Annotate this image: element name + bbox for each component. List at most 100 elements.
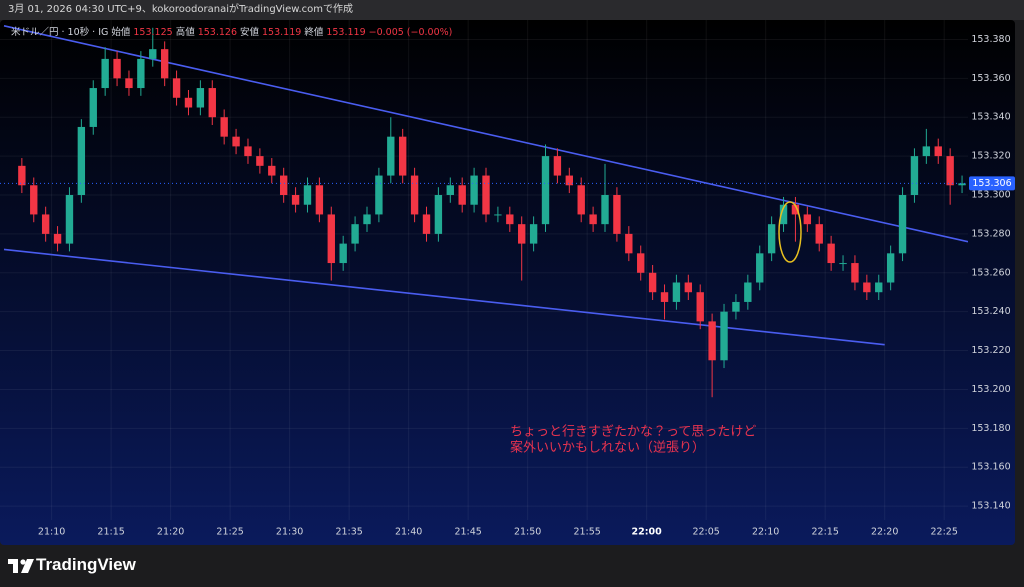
candle-body <box>613 195 621 234</box>
candle-body <box>910 156 919 195</box>
candle-body <box>672 282 681 302</box>
x-tick-label: 22:25 <box>931 527 958 538</box>
candle-body <box>720 311 728 361</box>
candle-body <box>65 195 74 244</box>
candle-body <box>446 185 454 195</box>
last-price-label: 153.306 <box>972 178 1011 189</box>
last-price-box <box>969 176 1015 191</box>
annotation: ちょっと行きすぎたかな？って思ったけど <box>510 425 756 440</box>
candle-body <box>77 126 86 195</box>
candle-body <box>434 195 443 234</box>
candle-body <box>327 214 335 264</box>
candle-body <box>315 185 324 215</box>
candle-body <box>708 321 716 361</box>
candle-body <box>137 58 145 89</box>
x-tick-label: 21:55 <box>573 527 600 538</box>
x-tick-label: 21:15 <box>97 527 124 538</box>
candle-body <box>363 214 371 225</box>
candle-body <box>410 175 419 215</box>
candle-body <box>922 146 931 157</box>
y-tick-label: 153.240 <box>971 306 1010 317</box>
candle-body <box>89 88 97 127</box>
legend-field-value: 153.125 <box>133 27 172 38</box>
candle-body <box>30 185 38 215</box>
y-tick-label: 153.260 <box>971 267 1010 278</box>
x-tick-label: 21:35 <box>335 527 362 538</box>
x-tick-label: 21:25 <box>216 527 243 538</box>
y-tick-label: 153.140 <box>971 501 1010 512</box>
x-tick-label: 22:20 <box>871 527 898 538</box>
candle-body <box>660 292 669 302</box>
legend: 米ドル／円 · 10秒 · IG 始値 153.125 高値 153.126 安値 153.… <box>11 26 452 38</box>
candle-body <box>851 263 859 283</box>
candle-body <box>18 165 26 186</box>
candle-body <box>268 165 276 176</box>
y-tick-label: 153.220 <box>971 345 1010 356</box>
candle-body <box>399 136 407 176</box>
candle-body <box>518 224 526 244</box>
x-tick-label: 22:05 <box>692 527 719 538</box>
legend-field-value: 153.119 <box>262 27 301 38</box>
y-tick-label: 153.280 <box>971 228 1010 239</box>
candle-body <box>732 301 740 312</box>
candle-body <box>625 233 633 254</box>
trend-line <box>3 248 885 346</box>
candle-body <box>648 272 657 293</box>
candle-body <box>791 204 800 215</box>
candle-body <box>946 156 954 186</box>
candle-body <box>291 195 300 205</box>
x-tick-label: 21:20 <box>157 527 184 538</box>
candle-body <box>351 224 359 244</box>
candle-body <box>256 156 264 166</box>
y-tick-label: 153.180 <box>971 423 1010 434</box>
candle-body <box>529 224 538 244</box>
candle-body <box>577 185 585 215</box>
candle-body <box>541 156 550 225</box>
candle-body <box>220 117 228 137</box>
candle-body <box>279 175 288 195</box>
candle-body <box>470 175 478 205</box>
candle-body <box>744 282 752 302</box>
candle-body <box>422 214 431 234</box>
x-tick-label: 22:10 <box>752 527 779 538</box>
candle-body <box>886 253 895 283</box>
candle-body <box>113 58 121 79</box>
legend-field-label: 終値 <box>304 26 324 38</box>
legend-field-label: 始値 <box>111 26 131 38</box>
candle-body <box>244 146 252 157</box>
legend-change: −0.005 (−0.00%) <box>369 27 453 38</box>
legend-symbol: 米ドル／円 · 10秒 · IG <box>11 26 108 38</box>
candle-body <box>684 282 693 293</box>
x-tick-label: 21:45 <box>454 527 481 538</box>
chart-background <box>0 20 1015 545</box>
candle-body <box>839 263 847 265</box>
candle-body <box>803 214 812 225</box>
candle-body <box>101 58 109 89</box>
candle-body <box>898 195 907 254</box>
annotation: 案外いいかもしれない（逆張り） <box>510 441 705 456</box>
legend-field-label: 高値 <box>176 26 196 38</box>
y-tick-label: 153.300 <box>971 190 1010 201</box>
candle-body <box>149 49 157 59</box>
plot-area <box>0 25 968 398</box>
candle-body <box>53 233 62 244</box>
y-tick-label: 153.200 <box>971 384 1010 395</box>
brand-logo <box>8 559 34 573</box>
legend-field-label: 安値 <box>240 26 260 38</box>
candle-body <box>767 224 776 254</box>
legend-field-value: 153.126 <box>198 27 237 38</box>
axes: 153.140 153.160 153.180 153.200 153.220 153.2… <box>38 34 1015 538</box>
candle-body <box>208 88 216 118</box>
candle-body <box>589 214 597 225</box>
candle-body <box>863 282 871 293</box>
candle-body <box>696 292 704 322</box>
x-tick-label: 21:10 <box>38 527 65 538</box>
candle-body <box>565 175 573 186</box>
candle-body <box>125 78 133 89</box>
y-tick-label: 153.320 <box>971 151 1010 162</box>
y-tick-label: 153.160 <box>971 462 1010 473</box>
candle-body <box>637 253 645 273</box>
highlight-ellipse <box>778 201 802 263</box>
